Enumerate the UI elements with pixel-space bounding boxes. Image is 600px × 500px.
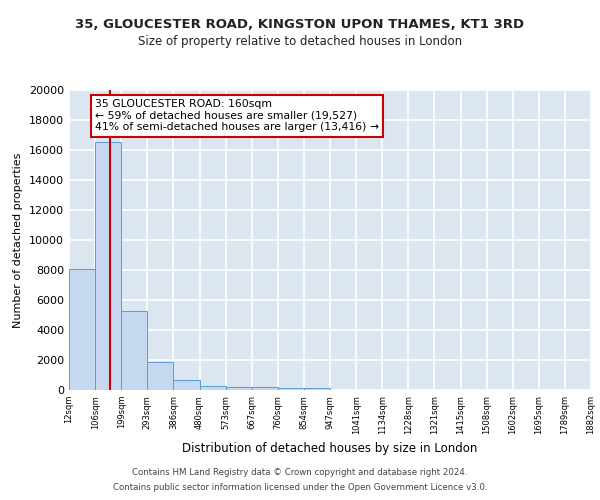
X-axis label: Distribution of detached houses by size in London: Distribution of detached houses by size …: [182, 442, 478, 456]
Text: Contains public sector information licensed under the Open Government Licence v3: Contains public sector information licen…: [113, 483, 487, 492]
Bar: [148, 362, 173, 390]
Text: 35, GLOUCESTER ROAD, KINGSTON UPON THAMES, KT1 3RD: 35, GLOUCESTER ROAD, KINGSTON UPON THAME…: [76, 18, 524, 30]
Bar: [252, 387, 278, 390]
Text: Size of property relative to detached houses in London: Size of property relative to detached ho…: [138, 35, 462, 48]
Bar: [304, 388, 330, 390]
Bar: [278, 388, 304, 390]
Bar: [173, 380, 199, 390]
Bar: [121, 310, 148, 390]
Text: 35 GLOUCESTER ROAD: 160sqm
← 59% of detached houses are smaller (19,527)
41% of : 35 GLOUCESTER ROAD: 160sqm ← 59% of deta…: [95, 99, 379, 132]
Bar: [199, 386, 226, 390]
Bar: [69, 268, 95, 390]
Text: Contains HM Land Registry data © Crown copyright and database right 2024.: Contains HM Land Registry data © Crown c…: [132, 468, 468, 477]
Y-axis label: Number of detached properties: Number of detached properties: [13, 152, 23, 328]
Bar: [226, 387, 252, 390]
Bar: [95, 142, 121, 390]
